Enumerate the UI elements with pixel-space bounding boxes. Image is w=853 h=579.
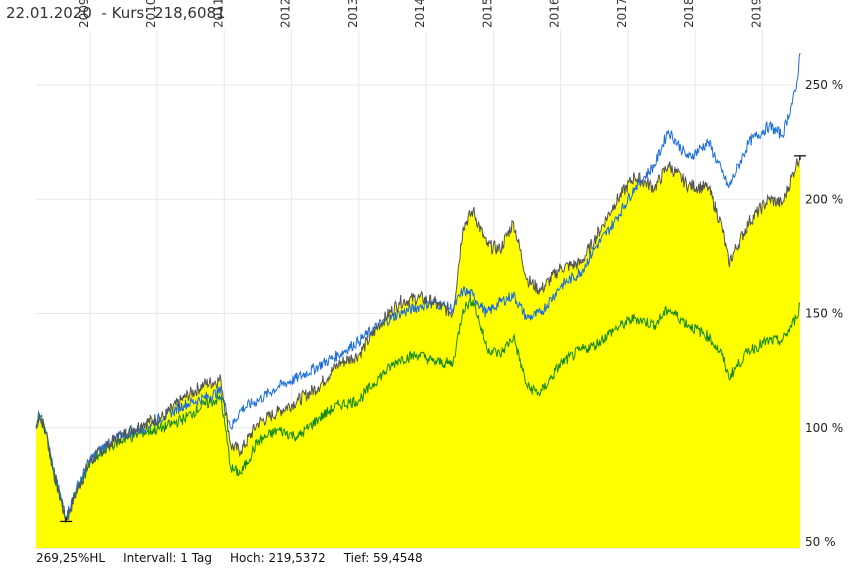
- chart-footer: 269,25%HL Intervall: 1 Tag Hoch: 219,5372 T…: [36, 551, 441, 565]
- header-kurs-label: Kurs:: [111, 4, 150, 22]
- y-tick-label-250: 250 %: [805, 78, 843, 92]
- header-kurs-value: 218,6081: [154, 4, 226, 22]
- x-tick-label-2016: 2016: [548, 0, 562, 28]
- main-series-line: [35, 155, 801, 524]
- header-date: 22.01.2020: [6, 4, 92, 22]
- x-tick-label-2013: 2013: [346, 0, 360, 28]
- chart-series: [35, 52, 801, 549]
- x-tick-label-2011: 2011: [211, 0, 225, 28]
- green-series-line: [35, 296, 801, 520]
- footer-interval: Intervall: 1 Tag: [123, 551, 213, 565]
- x-tick-label-2012: 2012: [279, 0, 293, 28]
- x-tick-label-2014: 2014: [413, 0, 427, 28]
- blue-series-line: [35, 52, 801, 521]
- x-tick-label-2019: 2019: [749, 0, 763, 28]
- footer-low: Tief: 59,4548: [343, 551, 423, 565]
- x-tick-label-2017: 2017: [615, 0, 629, 28]
- y-tick-label-150: 150 %: [805, 307, 843, 321]
- y-axis: 50 % 100 % 150 % 200 % 250 %: [805, 78, 843, 549]
- x-tick-label-2018: 2018: [682, 0, 696, 28]
- footer-performance: 269,25%HL: [36, 551, 106, 565]
- x-tick-label-2010: 2010: [144, 0, 158, 28]
- x-tick-label-2015: 2015: [480, 0, 494, 28]
- y-tick-label-200: 200 %: [805, 192, 843, 206]
- y-tick-label-100: 100 %: [805, 421, 843, 435]
- x-axis: 2009 2010 2011 2012 2013 2014 2015 2016 2017 2018…: [77, 0, 764, 28]
- y-tick-label-50: 50 %: [805, 535, 836, 549]
- main-series-area: [36, 155, 800, 549]
- chart-header: 22.01.2020 - Kurs: 218,6081: [6, 4, 226, 22]
- footer-high: Hoch: 219,5372: [230, 551, 326, 565]
- chart-markers: [60, 155, 806, 523]
- x-tick-label-2009: 2009: [77, 0, 91, 28]
